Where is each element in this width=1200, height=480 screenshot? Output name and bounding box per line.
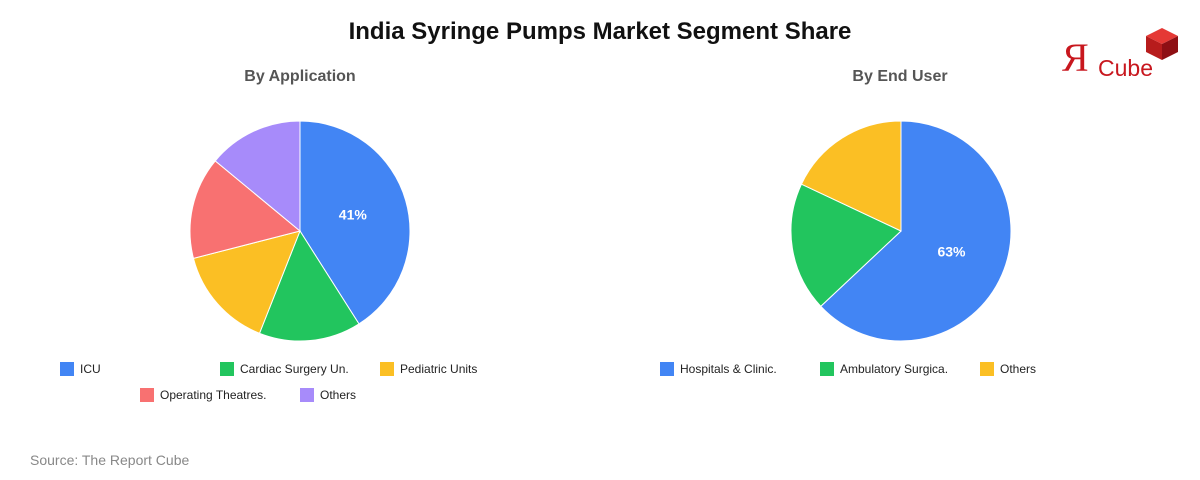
legend-item-cardiac-surgery: Cardiac Surgery Un. [220, 362, 349, 376]
legend-item-icu: ICU [60, 362, 101, 376]
logo-mark: Я [1062, 35, 1089, 80]
legend-swatch [140, 388, 154, 402]
red-cube-icon [1146, 28, 1178, 60]
legend-label: Hospitals & Clinic. [680, 362, 777, 376]
legend-label: Ambulatory Surgica. [840, 362, 949, 376]
pie-slice-others [214, 120, 301, 233]
legend-label: Others [320, 388, 357, 402]
legend-item-operating-theatres: Operating Theatres. [140, 388, 267, 402]
pie-2-title: By End User [852, 68, 948, 85]
pie-slice-hospitals-clinic [820, 120, 1012, 342]
legend-item-ambulatory-surgical: Ambulatory Surgica. [820, 362, 948, 376]
pie-slice-ambulatory-surgica [790, 183, 902, 308]
legend-item-others-end-user: Others [980, 362, 1036, 376]
legend-label: Operating Theatres. [160, 388, 267, 402]
legend-swatch [820, 362, 834, 376]
legend-swatch [300, 388, 314, 402]
pie-data-label-icu: 41% [339, 206, 368, 222]
pie-slice-others [800, 120, 902, 232]
pie-data-label-hospitals-clinic: 63% [937, 244, 966, 260]
legend-swatch [380, 362, 394, 376]
logo-word: Cube [1098, 55, 1153, 81]
legend-swatch [660, 362, 674, 376]
legend-item-hospitals-clinics: Hospitals & Clinic. [660, 362, 777, 376]
pie-slice-pediatric-units [192, 230, 301, 334]
pie-1-title: By Application [244, 68, 356, 85]
legend-swatch [220, 362, 234, 376]
pie-slice-icu [299, 120, 411, 325]
source-note: Source: The Report Cube [30, 452, 190, 468]
report-cube-logo: Я Cube [1060, 26, 1185, 86]
legend-label: ICU [80, 362, 101, 376]
legend-swatch [980, 362, 994, 376]
legend-swatch [60, 362, 74, 376]
legend-item-others-application: Others [300, 388, 356, 402]
legend-item-pediatric-units: Pediatric Units [380, 362, 477, 376]
legend-label: Pediatric Units [400, 362, 478, 376]
legend-label: Cardiac Surgery Un. [240, 362, 349, 376]
pie-chart-by-end-user: 63% [790, 120, 1012, 342]
legend-label: Others [1000, 362, 1037, 376]
pie-slice-cardiac-surgery-un [258, 229, 360, 342]
pie-slice-operating-theatres [189, 160, 302, 259]
pie-chart-by-application: 41% [189, 120, 411, 342]
chart-title: India Syringe Pumps Market Segment Share [348, 18, 852, 45]
